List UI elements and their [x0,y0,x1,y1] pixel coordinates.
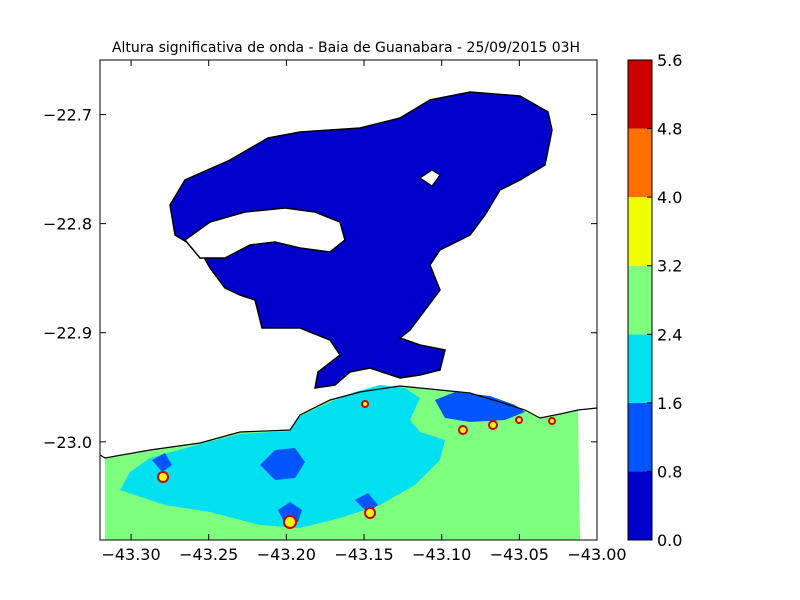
patch-blue-2 [278,502,302,522]
island-white [183,207,346,259]
hotspot-2 [283,515,297,529]
hotspot-6 [515,416,523,424]
colorbar-band [628,334,652,403]
colorbar-band [628,471,652,540]
y-axis: −22.7 −22.8 −22.9 −23.0 [43,106,597,452]
hotspot-7 [548,417,556,425]
x-tick-label: −43.15 [334,545,393,564]
patch-blue-1 [260,448,305,480]
colorbar-band [628,128,652,198]
y-tick-label: −22.8 [43,215,92,234]
colorbar-label: 1.6 [657,394,682,413]
x-tick-label: −43.20 [257,545,316,564]
hotspot-3 [364,507,376,519]
colorbar-label: 5.6 [657,51,682,70]
hotspot-5 [488,420,498,430]
coastline [99,385,598,459]
chart-title: Altura significativa de onda - Baia de G… [112,40,580,56]
y-tick-label: −22.7 [43,106,92,125]
colorbar-band [628,60,652,129]
entrance-patch-blue [435,392,525,422]
x-tick-label: −43.00 [567,545,626,564]
colorbar-label: 0.0 [657,531,682,550]
plot-frame [99,59,598,541]
map-plot-area [99,59,598,541]
colorbar-label: 4.0 [657,188,682,207]
patch-blue-4 [152,453,172,472]
x-axis: −43.30 −43.25 −43.20 −43.15 −43.10 −43.05 −43.… [101,60,627,564]
colorbar-label: 0.8 [657,462,682,481]
colorbar-band [628,265,652,335]
x-tick-label: −43.05 [490,545,549,564]
y-tick-label: −22.9 [43,324,92,343]
colorbar-label: 4.8 [657,120,682,139]
x-tick-label: −43.30 [101,545,160,564]
colorbar-band [628,197,652,266]
hotspot-4 [458,425,468,435]
hotspot-1 [157,471,169,483]
colorbar-label: 3.2 [657,257,682,276]
colorbar-band [628,402,652,472]
colorbar: 0.0 0.8 1.6 2.4 3.2 4.0 4.8 5.6 [627,51,682,550]
island-small [418,169,441,187]
colorbar-label: 2.4 [657,325,682,344]
y-tick-label: −23.0 [43,433,92,452]
hotspot-8 [361,400,369,408]
bay-field-blue [169,91,553,389]
x-tick-label: −43.10 [412,545,471,564]
colorbar-frame [627,59,653,541]
x-tick-label: −43.25 [179,545,238,564]
